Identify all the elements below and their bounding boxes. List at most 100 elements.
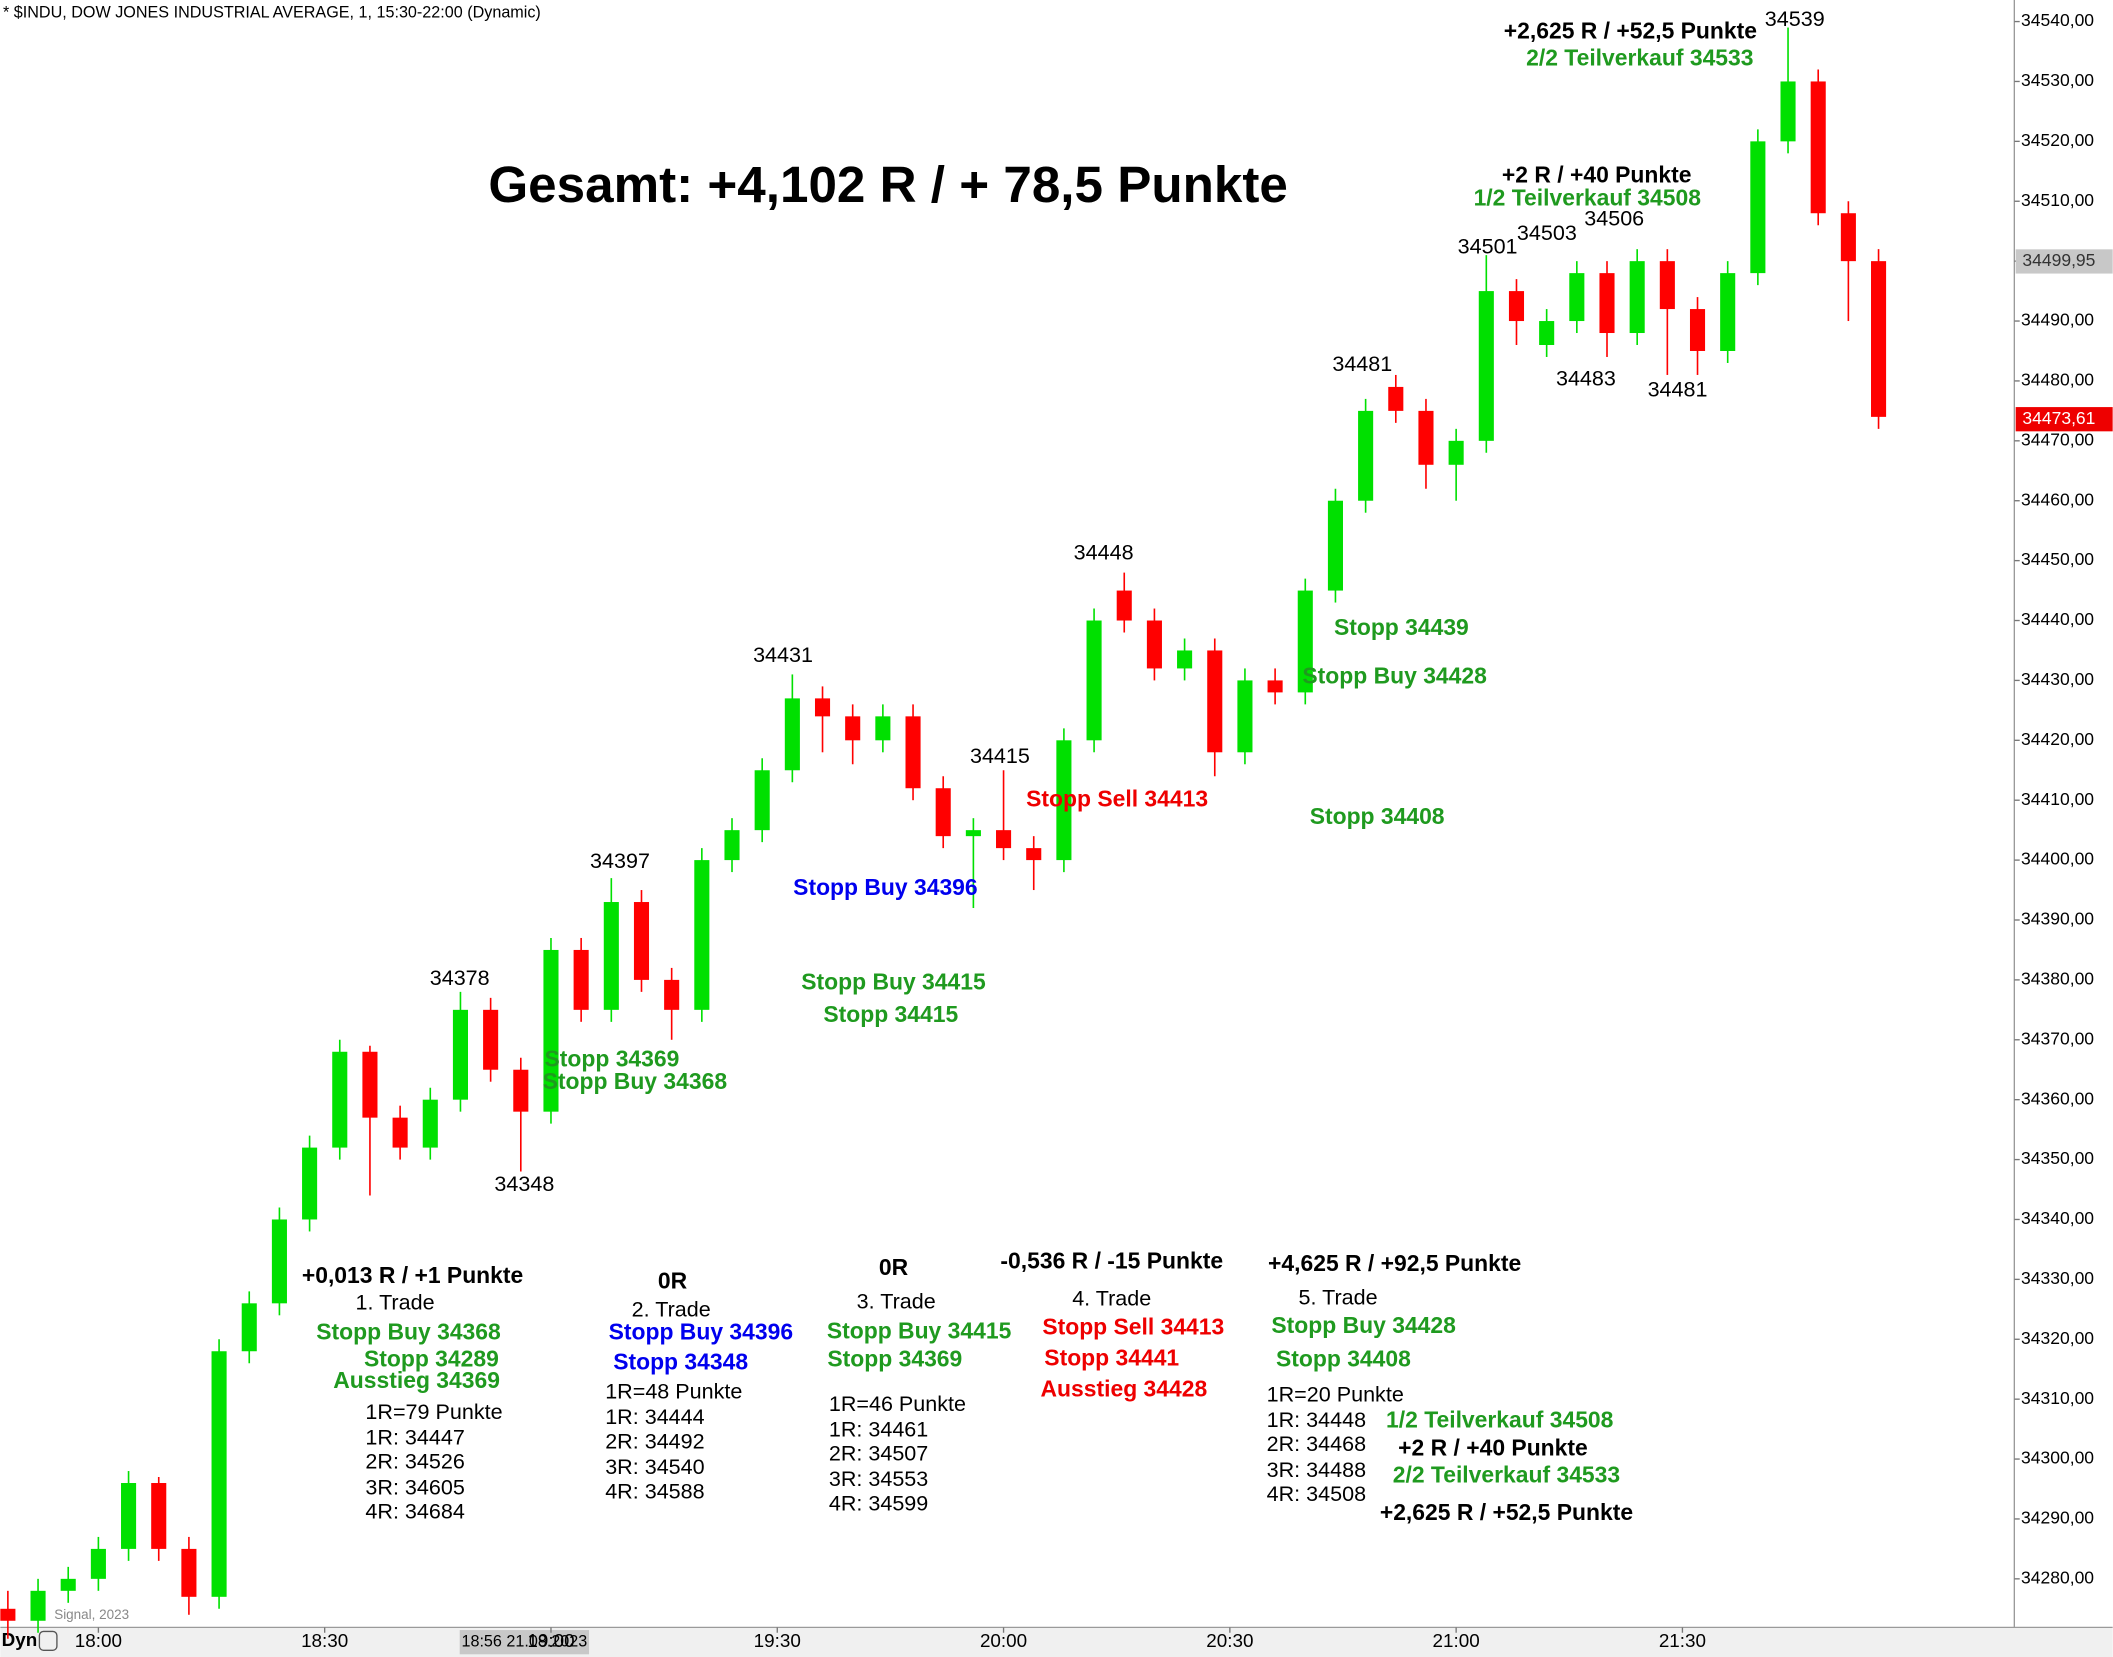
candle-body (633, 902, 650, 980)
crosshair-box (459, 1630, 590, 1655)
x-tick-label: 18:00 (75, 1630, 122, 1651)
y-tick-label: 34300,00 (2021, 1448, 2094, 1468)
candle-body (543, 949, 559, 1112)
y-tick-label: 34470,00 (2021, 429, 2094, 449)
x-tick-label: 20:00 (980, 1630, 1027, 1651)
candle-body (1086, 620, 1102, 741)
annotation: 34448 (1074, 539, 1134, 564)
y-tick-label: 34420,00 (2021, 729, 2094, 749)
annotation: 3R: 34540 (605, 1454, 704, 1479)
chart-header: * $INDU, DOW JONES INDUSTRIAL AVERAGE, 1… (3, 4, 541, 22)
y-tick-label: 34440,00 (2021, 609, 2094, 629)
candle-body (1539, 321, 1555, 345)
candle-body (121, 1483, 137, 1549)
annotation: Stopp Buy 34368 (316, 1319, 501, 1345)
candle-body (1207, 650, 1223, 753)
annotation: Stopp Buy 34415 (801, 968, 986, 994)
annotation: 3. Trade (857, 1288, 936, 1313)
y-tick-label: 34380,00 (2021, 969, 2094, 989)
annotation: +2 R / +40 Punkte (1502, 162, 1692, 188)
candle-body (996, 830, 1012, 849)
candle-body (1327, 500, 1343, 591)
annotation: Stopp Sell 34413 (1042, 1313, 1224, 1339)
x-tick-label: 21:30 (1659, 1630, 1706, 1651)
annotation: 1R=79 Punkte (365, 1399, 502, 1424)
x-tick-label: 19:00 (527, 1630, 574, 1651)
x-tick-label: 20:30 (1206, 1630, 1253, 1651)
annotation: 34503 (1517, 220, 1577, 245)
candle-body (1297, 590, 1313, 693)
annotation: 1R: 34461 (829, 1416, 928, 1441)
candle-body (1267, 680, 1283, 693)
candle-body (1871, 261, 1887, 417)
candles (0, 27, 1887, 1639)
annotation: 0R (658, 1268, 688, 1294)
annotation: 1R=20 Punkte (1267, 1381, 1404, 1406)
annotation: 34481 (1332, 351, 1392, 376)
annotation: 34539 (1765, 6, 1825, 31)
candle-body (935, 788, 951, 837)
y-tick-label: 34290,00 (2021, 1508, 2094, 1528)
annotation: Stopp 34408 (1310, 803, 1445, 829)
y-tick-label: 34520,00 (2021, 130, 2094, 150)
annotation: 34397 (590, 848, 650, 873)
annotation: 1/2 Teilverkauf 34508 (1386, 1406, 1614, 1432)
annotation: 3R: 34553 (829, 1466, 928, 1491)
candle-body (1840, 213, 1856, 262)
annotation: Stopp Buy 34396 (793, 874, 977, 900)
annotation: 34415 (970, 743, 1030, 768)
candle-body (60, 1578, 76, 1591)
candle-body (1780, 81, 1796, 142)
candle-body (814, 698, 831, 717)
annotation: 34501 (1458, 234, 1518, 259)
y-tick-label: 34280,00 (2021, 1567, 2094, 1587)
candle-body (1056, 740, 1072, 861)
annotation: 1R: 34447 (365, 1424, 464, 1449)
annotation: Stopp Sell 34413 (1026, 785, 1208, 811)
annotation: 1. Trade (356, 1290, 435, 1315)
annotation: 2R: 34526 (365, 1449, 464, 1474)
candle-body (362, 1051, 378, 1118)
annotation: 1R=46 Punkte (829, 1391, 966, 1416)
candle-body (422, 1099, 438, 1148)
candle-body (90, 1548, 106, 1579)
y-tick-label: 34410,00 (2021, 789, 2094, 809)
annotation: +4,625 R / +92,5 Punkte (1268, 1250, 1521, 1276)
annotation: 34506 (1584, 205, 1644, 230)
y-tick-label: 34390,00 (2021, 909, 2094, 929)
annotation: 2/2 Teilverkauf 34533 (1526, 44, 1753, 70)
y-tick-label: 34370,00 (2021, 1028, 2094, 1048)
annotation: Stopp 34348 (613, 1348, 748, 1374)
watermark: Signal, 2023 (54, 1607, 129, 1622)
candle-body (1750, 141, 1766, 274)
annotation: Stopp 34369 (827, 1346, 962, 1372)
candle-body (875, 716, 891, 741)
annotation: Stopp 34408 (1276, 1346, 1411, 1372)
candle-body (241, 1303, 257, 1352)
candle-body (452, 1009, 469, 1100)
y-tick-label: 34480,00 (2021, 370, 2094, 390)
annotation: Stopp Buy 34368 (543, 1068, 728, 1094)
candle-body (302, 1147, 318, 1220)
candle-body (1448, 440, 1464, 465)
annotation: 2. Trade (632, 1296, 711, 1321)
crosshair-label: 18:56 21.08.2023 (461, 1632, 587, 1650)
annotation: +2,625 R / +52,5 Punkte (1504, 17, 1757, 43)
candle-body (332, 1051, 348, 1148)
lock-icon[interactable] (38, 1630, 58, 1651)
x-tick-label: 18:30 (301, 1630, 348, 1651)
x-tick-label: 19:30 (754, 1630, 801, 1651)
annotation: 4R: 34588 (605, 1478, 704, 1503)
candle-body (1508, 291, 1525, 322)
annotation: 2R: 34507 (829, 1441, 928, 1466)
candle-body (784, 698, 800, 771)
annotation: 0R (879, 1254, 909, 1280)
annotation: Ausstieg 34428 (1041, 1375, 1208, 1401)
annotation: 34483 (1556, 366, 1616, 391)
annotation: Ausstieg 34369 (333, 1367, 500, 1393)
annotation: +0,013 R / +1 Punkte (302, 1262, 523, 1288)
annotation: 4R: 34599 (829, 1490, 928, 1515)
candle-body (271, 1219, 287, 1304)
